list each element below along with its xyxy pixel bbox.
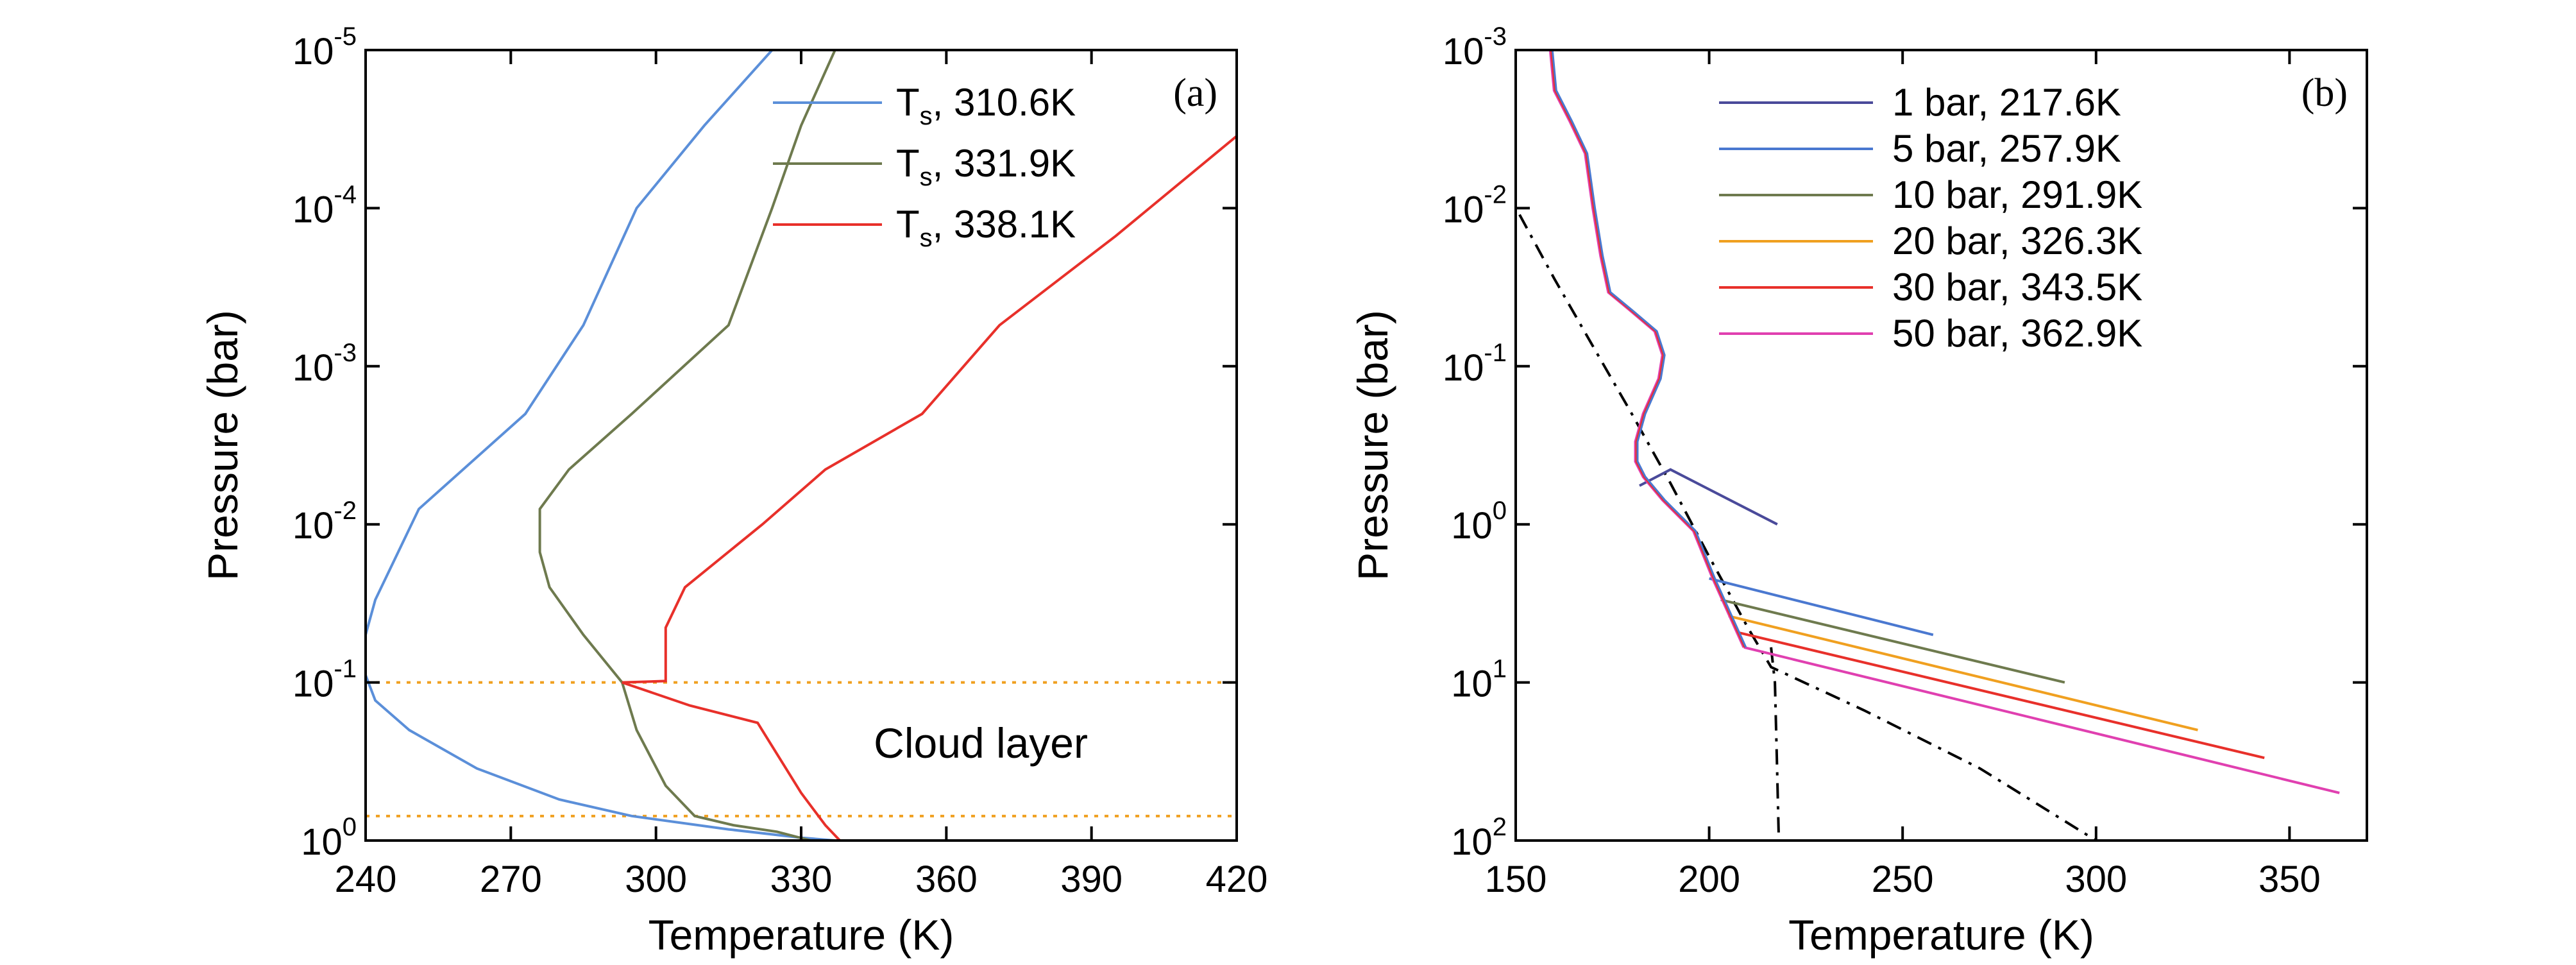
x-tick-label: 270: [480, 858, 542, 900]
x-tick-label: 250: [1872, 858, 1934, 900]
x-tick-label: 200: [1678, 858, 1740, 900]
plot-frame: [364, 49, 1238, 842]
x-axis-label: Temperature (K): [648, 911, 954, 959]
legend-label-4: 20 bar, 326.3K: [1892, 219, 2142, 262]
legend-label-2: 5 bar, 257.9K: [1892, 127, 2121, 170]
series-line-4: [1728, 615, 2198, 731]
panel-label: (b): [2301, 71, 2348, 115]
y-tick-label: 10-5: [292, 22, 357, 73]
x-tick-label: 150: [1485, 858, 1547, 900]
y-tick-label: 10-1: [292, 655, 357, 705]
y-axis-label: Pressure (bar): [1349, 310, 1396, 581]
cloud-layer-label: Cloud layer: [874, 719, 1088, 767]
x-tick-label: 420: [1206, 858, 1268, 900]
y-tick-label: 10-3: [292, 339, 357, 389]
x-tick-label: 300: [625, 858, 687, 900]
plot-frame: [1514, 49, 2368, 842]
legend-label-5: 30 bar, 343.5K: [1892, 266, 2142, 309]
series-line-1: [366, 50, 835, 841]
panel-label: (a): [1173, 71, 1217, 115]
x-axis-label: Temperature (K): [1788, 911, 2094, 959]
series-line-3: [622, 135, 1237, 841]
y-tick-label: 100: [1451, 497, 1507, 547]
y-tick-label: 102: [1451, 813, 1507, 863]
x-tick-label: 300: [2065, 858, 2127, 900]
x-tick-label: 240: [335, 858, 397, 900]
shared-profile-line: [1551, 50, 1747, 648]
legend-label-1: Ts, 310.6K: [896, 81, 1076, 130]
series-line-3: [1720, 598, 2065, 684]
series-line-5: [1736, 631, 2265, 760]
series-line-2: [538, 50, 836, 841]
y-axis-label: Pressure (bar): [199, 310, 246, 581]
y-tick-label: 10-1: [1443, 339, 1507, 389]
y-tick-label: 100: [301, 813, 357, 863]
series-line-2: [1709, 577, 1934, 636]
y-tick-label: 10-4: [292, 180, 357, 230]
legend-label-3: 10 bar, 291.9K: [1892, 173, 2142, 216]
x-tick-label: 330: [770, 858, 833, 900]
series-line-6: [1743, 645, 2340, 794]
x-tick-label: 360: [915, 858, 978, 900]
x-tick-label: 350: [2258, 858, 2321, 900]
panel-b: 150 200 250 300 350 10-3 10-2 10-1 100 101 102 Temp…: [1349, 22, 2368, 959]
legend-label-6: 50 bar, 362.9K: [1892, 312, 2142, 355]
x-tick-label: 390: [1060, 858, 1123, 900]
plot-area: [366, 50, 1237, 841]
legend-label-1: 1 bar, 217.6K: [1892, 81, 2121, 124]
panel-a: Cloud layer 240 270 300 330 360 390 420 10-5 10-4…: [199, 22, 1267, 959]
plot-area: [1518, 50, 2340, 841]
series-line-1: [1639, 468, 1778, 525]
reference-curve-2: [1770, 647, 1781, 841]
legend-label-3: Ts, 338.1K: [896, 203, 1076, 252]
y-tick-label: 101: [1451, 655, 1507, 705]
y-tick-label: 10-2: [1443, 180, 1507, 230]
y-tick-label: 10-2: [292, 497, 357, 547]
legend-label-2: Ts, 331.9K: [896, 142, 1076, 191]
legend: Ts, 310.6K Ts, 331.9K Ts, 338.1K: [773, 81, 1076, 252]
y-tick-label: 10-3: [1443, 22, 1507, 73]
